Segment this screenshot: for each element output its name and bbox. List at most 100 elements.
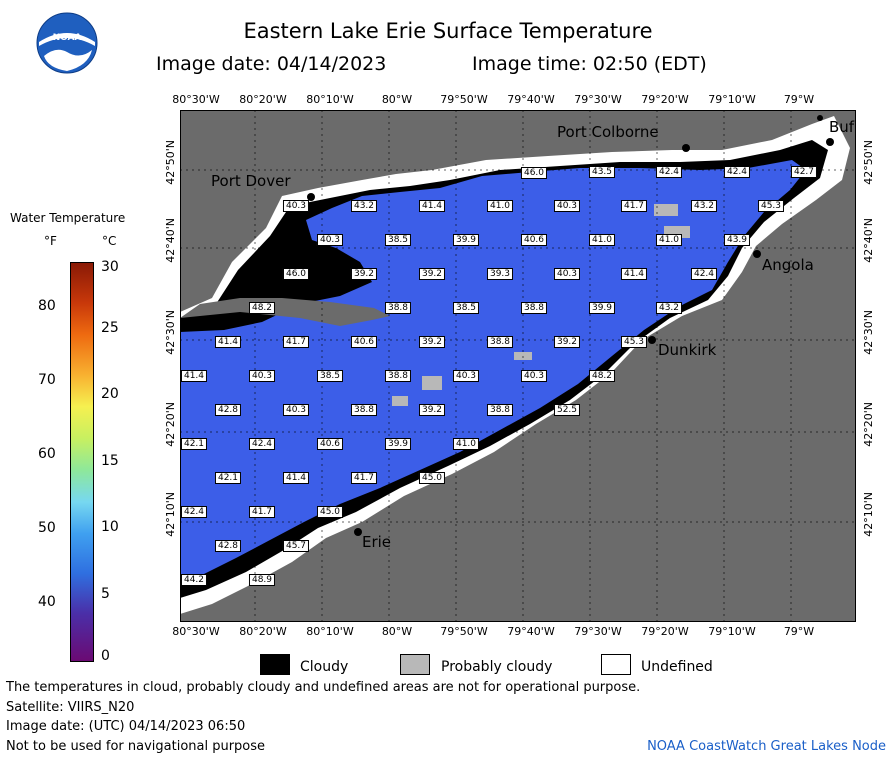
lon-label-bottom: 79°30'W xyxy=(574,625,622,638)
place-port-dover: Port Dover xyxy=(211,172,291,190)
temperature-label: 44.2 xyxy=(180,574,208,586)
probably-cloudy-patch xyxy=(422,376,442,390)
temperature-label: 38.8 xyxy=(350,404,378,416)
lon-label-top: 80°20'W xyxy=(239,93,287,106)
navigation-note: Not to be used for navigational purpose xyxy=(6,739,266,754)
satellite-note: Satellite: VIIRS_N20 xyxy=(6,700,135,715)
lat-label-left: 42°30'N xyxy=(164,310,177,355)
temperature-label: 40.3 xyxy=(553,200,581,212)
temperature-label: 41.4 xyxy=(180,370,208,382)
temperature-label: 42.7 xyxy=(790,166,818,178)
temperature-label: 42.1 xyxy=(214,472,242,484)
temperature-label: 42.4 xyxy=(180,506,208,518)
temperature-label: 40.3 xyxy=(248,370,276,382)
image-time: Image time: 02:50 (EDT) xyxy=(472,53,707,75)
temperature-label: 43.2 xyxy=(350,200,378,212)
temperature-label: 48.9 xyxy=(248,574,276,586)
temperature-label: 39.9 xyxy=(384,438,412,450)
temperature-label: 41.0 xyxy=(588,234,616,246)
lon-label-bottom: 80°20'W xyxy=(239,625,287,638)
long-point xyxy=(180,298,390,326)
temperature-label: 42.1 xyxy=(180,438,208,450)
temperature-label: 40.6 xyxy=(520,234,548,246)
probably-cloudy-patch xyxy=(654,204,678,216)
temperature-label: 38.8 xyxy=(486,404,514,416)
dunkirk-marker xyxy=(648,336,656,344)
place-port-colborne: Port Colborne xyxy=(557,123,659,141)
temperature-label: 40.3 xyxy=(316,234,344,246)
image-date: Image date: 04/14/2023 xyxy=(156,53,387,75)
lat-label-right: 42°30'N xyxy=(862,310,875,355)
erie-marker xyxy=(354,528,362,536)
temperature-label: 48.2 xyxy=(248,302,276,314)
temperature-label: 43.5 xyxy=(588,166,616,178)
temperature-label: 39.9 xyxy=(588,302,616,314)
lat-label-right: 42°10'N xyxy=(862,492,875,537)
probably-cloudy-patch xyxy=(392,396,408,406)
place-buffalo: Buf xyxy=(829,118,855,136)
unit-celsius: °C xyxy=(102,234,117,248)
svg-text:NOAA: NOAA xyxy=(53,33,82,43)
temperature-label: 38.5 xyxy=(452,302,480,314)
lon-label-top: 80°10'W xyxy=(306,93,354,106)
temperature-label: 38.8 xyxy=(384,370,412,382)
temperature-label: 40.3 xyxy=(452,370,480,382)
temperature-label: 45.0 xyxy=(418,472,446,484)
lat-label-left: 42°50'N xyxy=(164,140,177,185)
grid-lines xyxy=(180,110,856,622)
temperature-label: 40.6 xyxy=(350,336,378,348)
disclaimer-note: The temperatures in cloud, probably clou… xyxy=(6,680,641,695)
temperature-label: 40.3 xyxy=(282,200,310,212)
temperature-label: 41.4 xyxy=(418,200,446,212)
buffalo-marker xyxy=(826,138,834,146)
lon-label-bottom: 80°30'W xyxy=(172,625,220,638)
temperature-label: 39.2 xyxy=(418,268,446,280)
lon-label-top: 79°40'W xyxy=(507,93,555,106)
lon-label-top: 80°W xyxy=(381,93,413,106)
temperature-label: 39.2 xyxy=(553,336,581,348)
water-area xyxy=(180,160,806,582)
noaa-logo: NOAA xyxy=(36,12,98,74)
temperature-label: 41.4 xyxy=(620,268,648,280)
buffalo-marker-north xyxy=(817,115,823,121)
legend-title: Water Temperature xyxy=(10,211,126,225)
temperature-label: 39.2 xyxy=(350,268,378,280)
celsius-tick: 30 xyxy=(101,259,119,275)
fahrenheit-tick: 70 xyxy=(38,372,56,388)
temperature-label: 45.3 xyxy=(620,336,648,348)
temperature-label: 42.4 xyxy=(690,268,718,280)
cloudy-label: Cloudy xyxy=(300,659,349,675)
fahrenheit-tick: 40 xyxy=(38,594,56,610)
temperature-label: 43.2 xyxy=(655,302,683,314)
utc-date-note: Image date: (UTC) 04/14/2023 06:50 xyxy=(6,719,246,734)
lat-label-right: 42°50'N xyxy=(862,140,875,185)
temperature-label: 43.2 xyxy=(690,200,718,212)
temperature-label: 45.0 xyxy=(316,506,344,518)
port-dover-marker xyxy=(307,193,315,201)
celsius-tick: 20 xyxy=(101,386,119,402)
lon-label-bottom: 80°10'W xyxy=(306,625,354,638)
fahrenheit-tick: 60 xyxy=(38,446,56,462)
credit-note: NOAA CoastWatch Great Lakes Node xyxy=(647,739,886,754)
lat-label-left: 42°10'N xyxy=(164,492,177,537)
temperature-label: 41.0 xyxy=(655,234,683,246)
lon-label-top: 79°W xyxy=(783,93,815,106)
lon-label-bottom: 79°50'W xyxy=(440,625,488,638)
temperature-label: 39.2 xyxy=(418,404,446,416)
celsius-tick: 25 xyxy=(101,320,119,336)
lon-label-top: 80°30'W xyxy=(172,93,220,106)
lon-label-bottom: 80°W xyxy=(381,625,413,638)
temperature-label: 43.9 xyxy=(723,234,751,246)
lon-label-bottom: 79°10'W xyxy=(708,625,756,638)
temperature-label: 42.4 xyxy=(248,438,276,450)
temperature-label: 38.8 xyxy=(384,302,412,314)
temperature-label: 40.6 xyxy=(316,438,344,450)
temperature-label: 40.3 xyxy=(520,370,548,382)
lat-label-left: 42°20'N xyxy=(164,402,177,447)
temperature-label: 38.8 xyxy=(486,336,514,348)
celsius-tick: 15 xyxy=(101,453,119,469)
lon-label-top: 79°30'W xyxy=(574,93,622,106)
temperature-label: 42.8 xyxy=(214,404,242,416)
place-erie: Erie xyxy=(362,533,392,551)
